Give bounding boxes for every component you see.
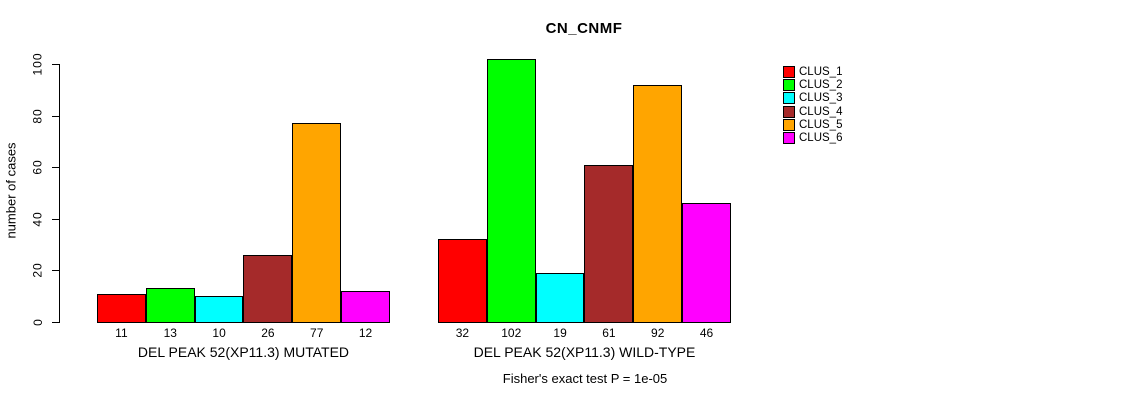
bar-value-label: 11 [115, 326, 128, 340]
y-axis-tick [52, 167, 59, 169]
y-axis-line [59, 64, 60, 323]
y-axis-tick-label-text: 20 [30, 262, 45, 279]
legend-item: CLUS_2 [783, 79, 843, 92]
bar-clus_6 [341, 291, 390, 323]
y-axis-title: number of cases [0, 120, 81, 260]
y-axis-tick [52, 115, 59, 117]
bar-value-label: 26 [261, 326, 275, 340]
bar-value-label: 19 [553, 326, 567, 340]
bar-value-label: 12 [358, 326, 373, 340]
y-axis-tick [52, 218, 59, 220]
legend-label: CLUS_1 [799, 66, 843, 78]
y-axis-tick-label: 40 [18, 199, 58, 239]
legend-swatch-clus_5 [783, 118, 795, 131]
y-axis-tick-label: 0 [18, 302, 58, 342]
bar-clus_6 [682, 203, 731, 323]
y-axis-tick [52, 270, 59, 272]
bar-clus_1 [97, 293, 146, 323]
bar-value-label: 92 [651, 326, 665, 340]
y-axis-tick [52, 64, 59, 65]
legend-item: CLUS_6 [783, 131, 843, 144]
legend-item: CLUS_3 [783, 92, 843, 105]
legend-item: CLUS_5 [783, 118, 843, 131]
bar-clus_2 [486, 58, 536, 323]
y-axis-tick-label: 60 [18, 147, 58, 187]
y-axis-tick [52, 322, 59, 323]
bar-value-label: 32 [455, 326, 470, 340]
y-axis-tick-label-text: 40 [30, 211, 45, 227]
legend-swatch-clus_6 [783, 131, 795, 144]
bar-value-label: 13 [163, 326, 177, 340]
bar-clus_3 [535, 272, 585, 323]
chart-title: CN_CNMF [545, 20, 623, 37]
legend: CLUS_1 CLUS_2 CLUS_3 CLUS_4 CLUS_5 CLUS_6 [783, 66, 903, 156]
legend-swatch-clus_2 [783, 79, 795, 92]
legend-label: CLUS_4 [799, 105, 843, 118]
y-axis-tick-label: 20 [18, 250, 58, 290]
legend-item: CLUS_4 [783, 105, 843, 118]
y-axis-title-text: number of cases [3, 141, 19, 239]
legend-item: CLUS_1 [783, 66, 842, 78]
bar-clus_5 [633, 84, 683, 323]
bar-clus_2 [145, 288, 195, 323]
bar-clus_1 [438, 239, 487, 323]
bar-value-label: 61 [602, 326, 616, 340]
y-axis-tick-label-text: 60 [30, 159, 45, 175]
y-axis-tick-label-text: 0 [31, 318, 45, 326]
y-axis-tick-label: 80 [18, 96, 58, 136]
bar-value-label: 10 [212, 326, 226, 340]
bar-value-label: 102 [501, 326, 522, 340]
legend-label: CLUS_3 [799, 92, 843, 105]
y-axis-tick-label-text: 100 [31, 52, 45, 76]
group-label: DEL PEAK 52(XP11.3) MUTATED [137, 344, 350, 360]
legend-label: CLUS_2 [799, 79, 843, 92]
y-axis-tick-label: 100 [18, 44, 58, 84]
legend-label: CLUS_5 [799, 118, 843, 131]
legend-swatch-clus_4 [783, 105, 795, 118]
bar-clus_4 [584, 164, 634, 323]
legend-swatch-clus_1 [783, 66, 795, 78]
fisher-annotation: Fisher's exact test P = 1e-05 [502, 371, 668, 386]
y-axis-tick-label-text: 80 [30, 107, 45, 124]
bar-clus_5 [292, 123, 342, 323]
legend-label: CLUS_6 [799, 131, 843, 144]
bar-clus_4 [243, 254, 293, 323]
legend-swatch-clus_3 [783, 92, 795, 105]
bar-value-label: 77 [310, 326, 324, 340]
group-label: DEL PEAK 52(XP11.3) WILD-TYPE [473, 344, 696, 360]
bar-value-label: 46 [699, 326, 714, 340]
bar-clus_3 [194, 296, 244, 323]
